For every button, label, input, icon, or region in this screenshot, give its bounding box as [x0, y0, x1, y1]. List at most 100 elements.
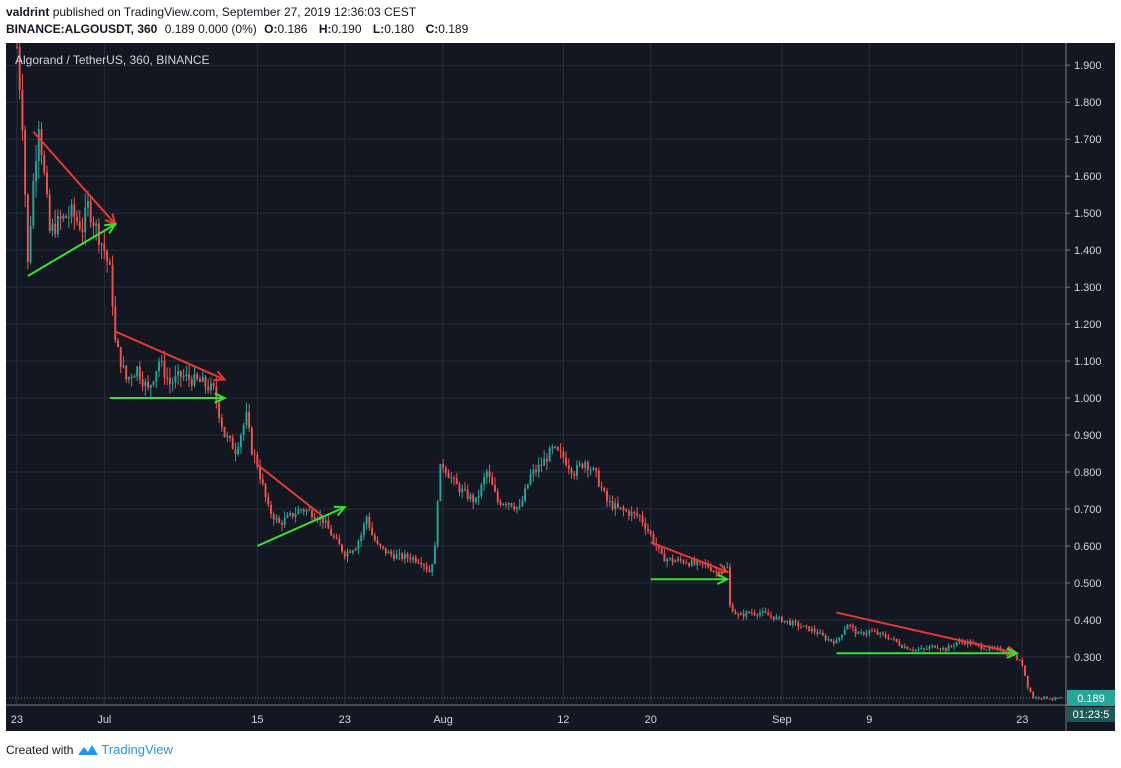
- trendline-red: [836, 611, 1018, 655]
- candle-body: [155, 371, 158, 382]
- candle-body: [715, 571, 718, 573]
- candle-body: [742, 613, 745, 617]
- candle-body: [739, 613, 742, 615]
- candle-body: [491, 476, 494, 485]
- y-tick-label: 1.800: [1074, 97, 1102, 109]
- candle-body: [15, 46, 18, 48]
- y-tick-label: 1.300: [1074, 282, 1102, 294]
- candle-body: [759, 612, 761, 616]
- x-tick-label: 23: [11, 714, 23, 726]
- candle-body: [573, 473, 576, 476]
- candle-body: [373, 535, 376, 541]
- candle-body: [876, 631, 879, 635]
- candle-body: [201, 377, 204, 382]
- candle-body: [589, 469, 592, 471]
- candle-body: [622, 507, 625, 511]
- candle-body: [278, 517, 281, 523]
- countdown-badge: [1067, 706, 1115, 722]
- candle-body: [485, 471, 488, 478]
- last-price-label: 0.189: [1077, 693, 1105, 705]
- candle-body: [532, 469, 535, 475]
- candle-body: [674, 560, 677, 563]
- candle-body: [879, 632, 882, 635]
- candle-body: [1002, 650, 1005, 653]
- author-name[interactable]: valdrint: [6, 5, 50, 19]
- candle-body: [223, 426, 226, 437]
- candle-body: [942, 647, 945, 650]
- y-tick-label: 1.400: [1074, 245, 1102, 257]
- candle-body: [802, 625, 805, 627]
- candle-body: [887, 637, 890, 640]
- candle-body: [453, 477, 455, 479]
- candle-body: [518, 505, 521, 508]
- candle-body: [794, 621, 797, 623]
- candle-body: [895, 638, 898, 642]
- candle-body: [488, 471, 491, 477]
- candle-body: [423, 564, 425, 567]
- candle-body: [597, 470, 600, 487]
- publish-line: valdrint published on TradingView.com, S…: [6, 4, 476, 21]
- x-tick-label: 20: [645, 714, 657, 726]
- candle-body: [657, 546, 660, 549]
- candle-body: [294, 514, 297, 517]
- candle-body: [250, 427, 253, 455]
- candle-body: [302, 509, 305, 512]
- candle-body: [141, 379, 144, 387]
- candle-body: [614, 503, 617, 509]
- candle-body: [1056, 697, 1059, 699]
- trendline-red: [32, 131, 117, 225]
- x-tick-label: 23: [1016, 714, 1028, 726]
- candle-body: [526, 484, 529, 489]
- candle-body: [668, 557, 671, 560]
- candle-body: [362, 524, 365, 536]
- candle-body: [297, 509, 300, 515]
- candle-body: [693, 560, 696, 565]
- candle-body: [633, 511, 636, 513]
- candle-body: [709, 567, 712, 571]
- x-tick-label: Sep: [772, 714, 792, 726]
- candle-body: [425, 566, 428, 570]
- candle-body: [59, 215, 62, 219]
- candle-body: [909, 649, 912, 651]
- candle-body: [950, 645, 953, 647]
- candle-body: [761, 611, 764, 613]
- candle-body: [324, 520, 327, 523]
- candle-body: [873, 631, 876, 633]
- candle-body: [220, 417, 223, 427]
- tradingview-brand: TradingView: [101, 742, 173, 757]
- price-chart[interactable]: 1.900 1.800 1.700 1.600 1.500 1.400 1.300 1.200…: [6, 43, 1115, 731]
- candle-body: [239, 434, 242, 447]
- candle-body: [791, 621, 794, 626]
- candle-body: [188, 374, 190, 380]
- candle-body: [62, 215, 65, 219]
- candle-body: [647, 529, 649, 532]
- chart-area[interactable]: 1.900 1.800 1.700 1.600 1.500 1.400 1.300 1.200…: [6, 43, 1115, 731]
- candle-body: [477, 495, 480, 498]
- candle-body: [158, 361, 160, 372]
- candle-body: [917, 649, 920, 651]
- candle-body: [242, 424, 245, 435]
- candle-body: [335, 537, 338, 539]
- candle-body: [56, 215, 59, 235]
- candle-body: [737, 614, 740, 616]
- candle-body: [261, 479, 264, 484]
- candle-body: [1026, 675, 1029, 688]
- candle-body: [199, 379, 201, 382]
- tradingview-logo[interactable]: TradingView: [77, 742, 173, 757]
- y-tick-label: 1.600: [1074, 171, 1102, 183]
- trendline-red: [114, 330, 225, 381]
- candle-body: [1048, 698, 1051, 700]
- candle-body: [174, 375, 177, 383]
- candle-body: [608, 501, 611, 503]
- candle-body: [18, 46, 21, 90]
- candle-body: [660, 548, 663, 554]
- candle-body: [455, 478, 458, 485]
- candle-body: [111, 264, 114, 307]
- candle-body: [778, 616, 781, 618]
- candle-body: [958, 640, 961, 643]
- candle-body: [472, 495, 475, 503]
- candle-body: [545, 458, 548, 462]
- candle-body: [193, 373, 196, 386]
- candle-body: [767, 612, 770, 616]
- y-tick-label: 0.900: [1074, 430, 1102, 442]
